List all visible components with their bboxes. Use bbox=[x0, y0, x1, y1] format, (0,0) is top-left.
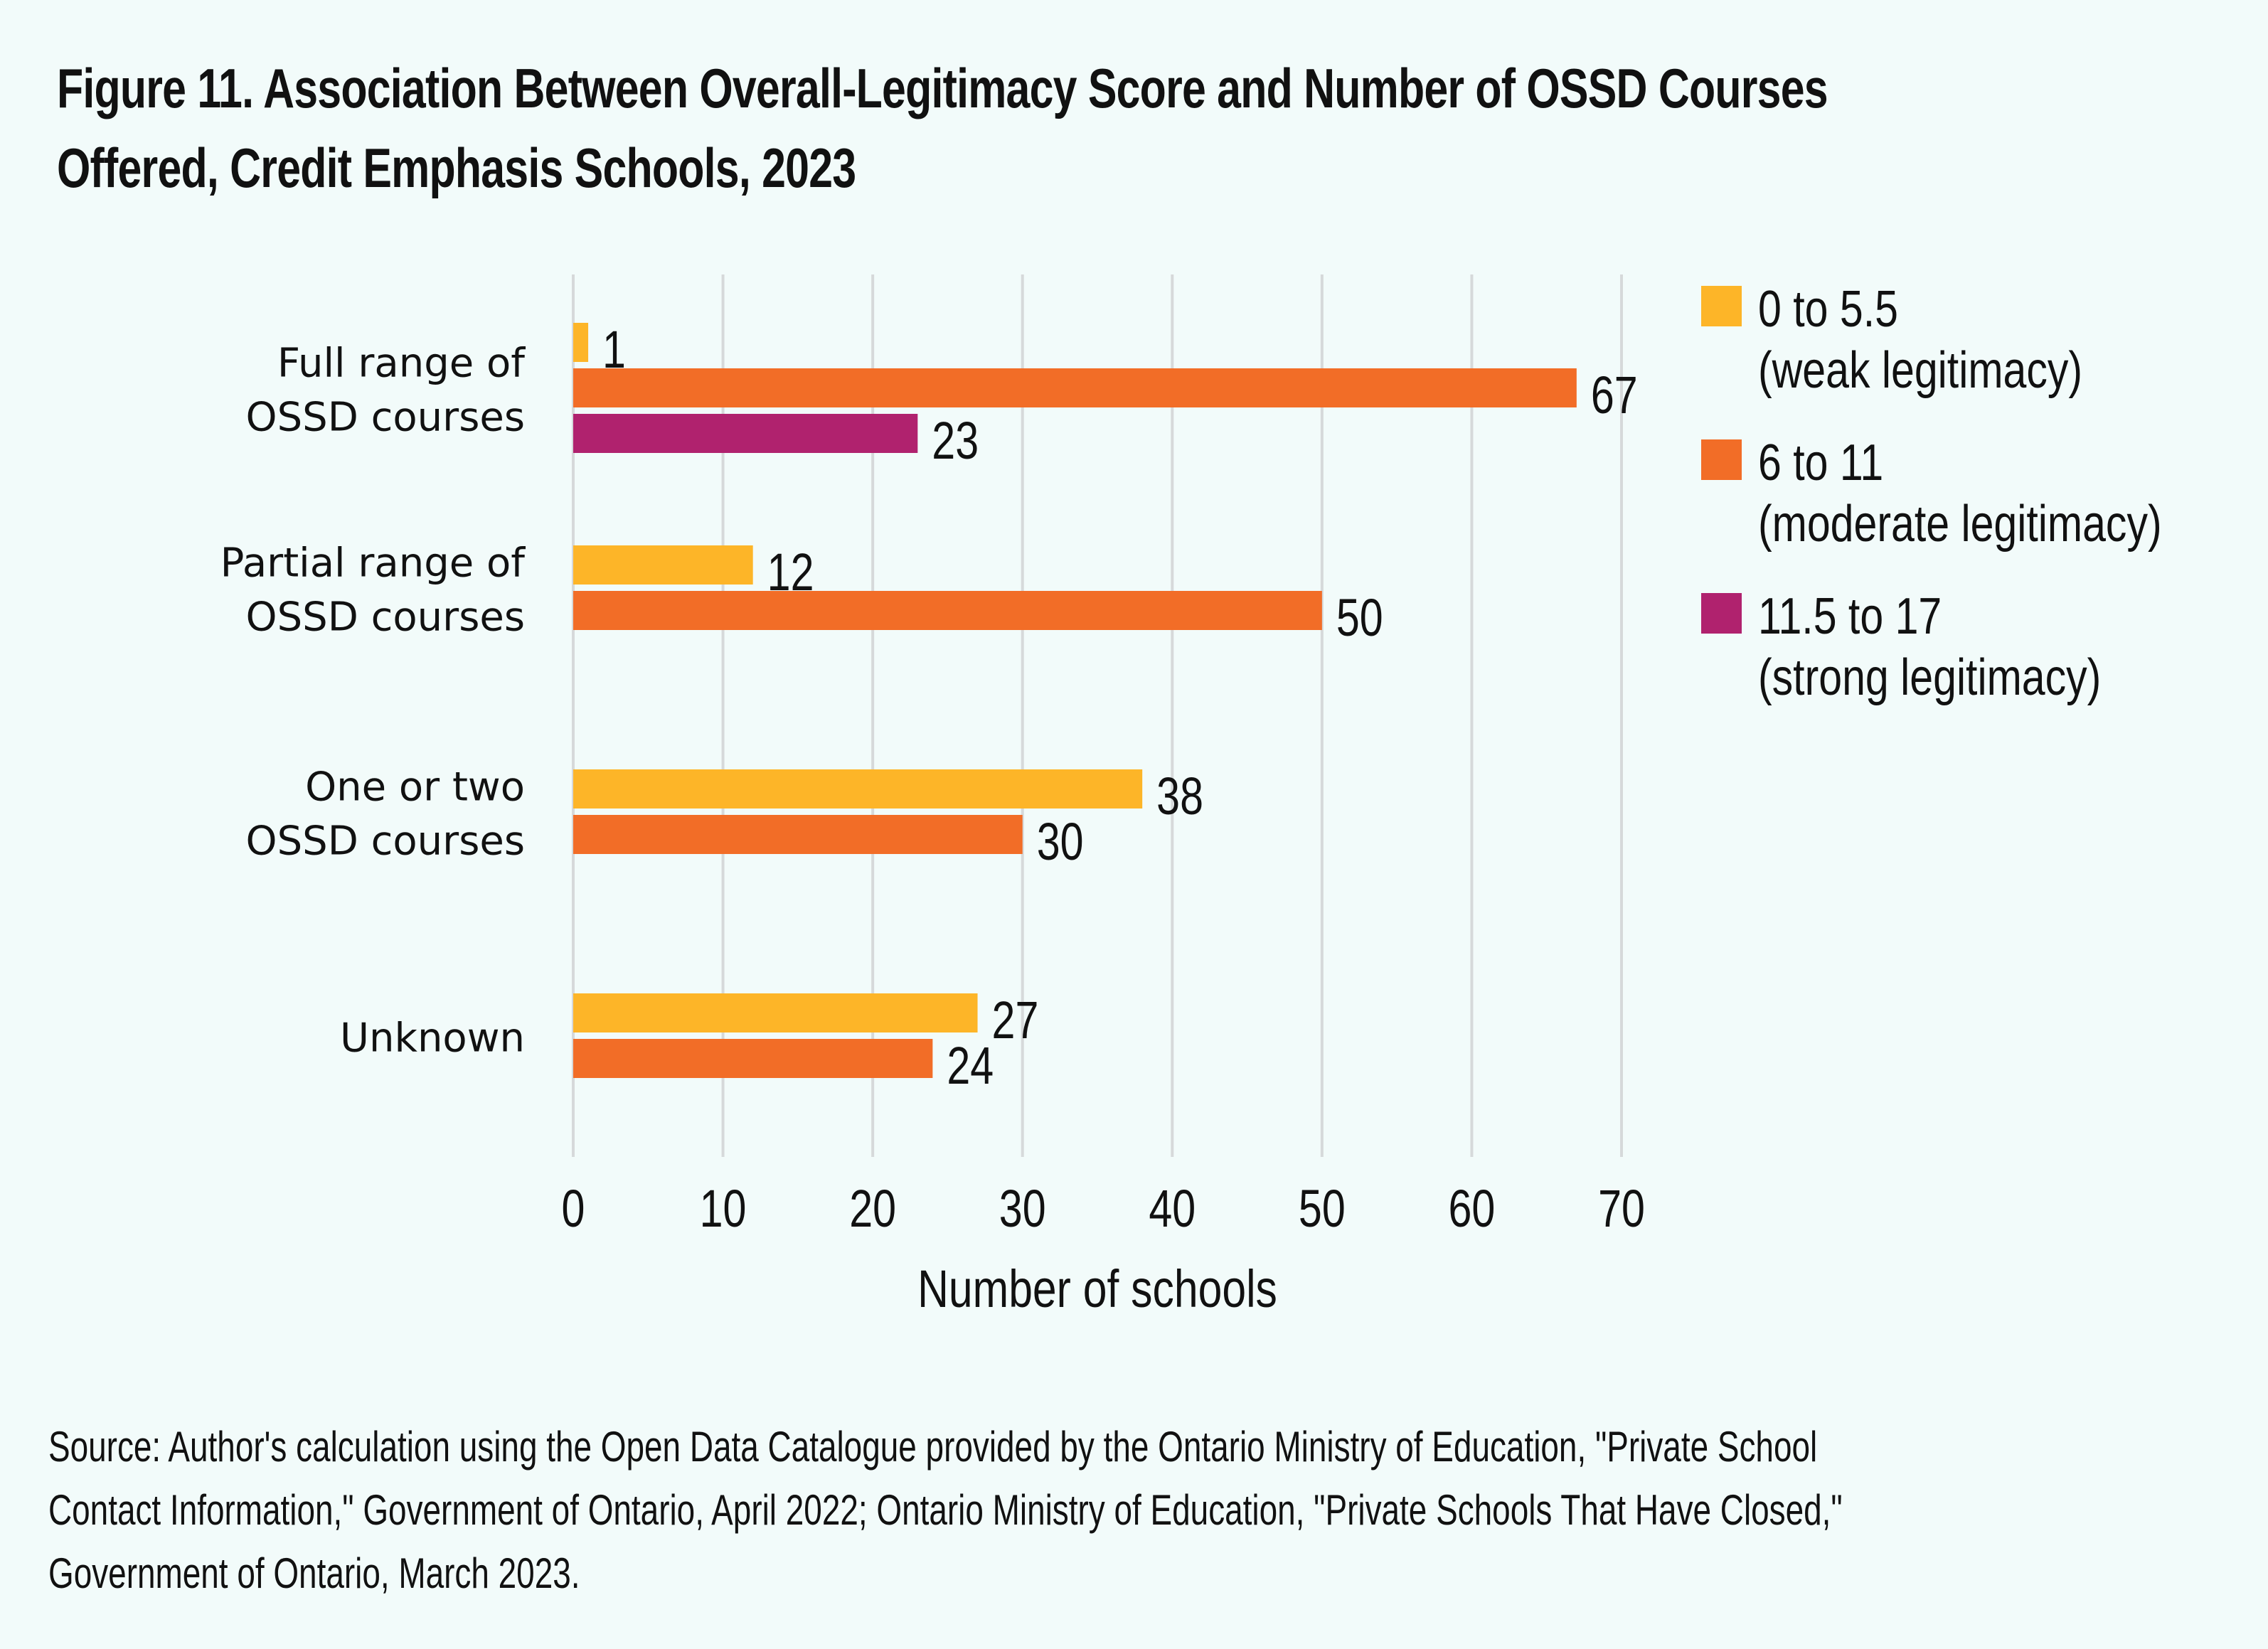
legend-label-moderate-range: 6 to 11 bbox=[1758, 434, 1884, 491]
bar bbox=[573, 545, 753, 585]
bar bbox=[573, 368, 1577, 407]
category-label: Full range of bbox=[277, 341, 526, 387]
category-label: OSSD courses bbox=[246, 395, 525, 441]
x-tick-label: 20 bbox=[849, 1180, 896, 1239]
legend-swatch-strong bbox=[1701, 593, 1742, 634]
x-axis-ticks: 0 10 20 30 40 50 60 70 bbox=[562, 1180, 1645, 1239]
value-label: 1 bbox=[602, 321, 626, 380]
chart-title: Figure 11. Association Between Overall-L… bbox=[57, 48, 1828, 208]
bar bbox=[573, 323, 589, 362]
x-tick-label: 40 bbox=[1149, 1180, 1196, 1239]
legend-swatch-moderate bbox=[1701, 439, 1742, 480]
value-label: 38 bbox=[1156, 767, 1203, 826]
source-line-1: Source: Author's calculation using the O… bbox=[48, 1423, 1818, 1471]
x-tick-label: 70 bbox=[1598, 1180, 1645, 1239]
source-note: Source: Author's calculation using the O… bbox=[48, 1415, 2171, 1605]
category-label: One or two bbox=[305, 764, 525, 811]
source-line-2: Contact Information," Government of Onta… bbox=[48, 1486, 1843, 1534]
value-label: 23 bbox=[932, 412, 979, 471]
x-tick-label: 30 bbox=[999, 1180, 1046, 1239]
bar bbox=[573, 591, 1322, 630]
x-axis-title: Number of schools bbox=[917, 1260, 1277, 1318]
category-label: OSSD courses bbox=[246, 594, 525, 641]
value-label: 67 bbox=[1591, 366, 1638, 425]
bar bbox=[573, 815, 1023, 854]
category-labels: Full range of OSSD courses Partial range o… bbox=[220, 341, 526, 1062]
x-tick-label: 50 bbox=[1299, 1180, 1346, 1239]
bars bbox=[573, 323, 1577, 1078]
bar bbox=[573, 1039, 933, 1078]
value-label: 24 bbox=[947, 1037, 994, 1096]
legend-label-weak-range: 0 to 5.5 bbox=[1758, 281, 1898, 338]
x-tick-label: 0 bbox=[562, 1180, 585, 1239]
bar bbox=[573, 993, 978, 1032]
legend-swatch-weak bbox=[1701, 286, 1742, 326]
legend-label-strong-range: 11.5 to 17 bbox=[1758, 588, 1942, 645]
x-tick-label: 60 bbox=[1449, 1180, 1496, 1239]
gridlines bbox=[572, 274, 1623, 1157]
source-line-3: Government of Ontario, March 2023. bbox=[48, 1549, 580, 1597]
category-label: OSSD courses bbox=[246, 818, 525, 865]
value-label: 27 bbox=[992, 991, 1039, 1050]
value-label: 50 bbox=[1336, 589, 1383, 648]
legend-label-moderate-desc: (moderate legitimacy) bbox=[1758, 496, 2162, 553]
legend-label-weak-desc: (weak legitimacy) bbox=[1758, 342, 2083, 399]
chart-title-line-2: Offered, Credit Emphasis Schools, 2023 bbox=[57, 137, 856, 199]
value-label: 12 bbox=[767, 543, 814, 602]
bar bbox=[573, 414, 918, 453]
bar bbox=[573, 769, 1143, 809]
chart-title-line-1: Figure 11. Association Between Overall-L… bbox=[57, 57, 1828, 119]
category-label: Unknown bbox=[340, 1015, 525, 1062]
category-label: Partial range of bbox=[220, 540, 526, 587]
x-tick-label: 10 bbox=[700, 1180, 747, 1239]
legend-label-strong-desc: (strong legitimacy) bbox=[1758, 649, 2102, 706]
value-label: 30 bbox=[1037, 813, 1084, 872]
